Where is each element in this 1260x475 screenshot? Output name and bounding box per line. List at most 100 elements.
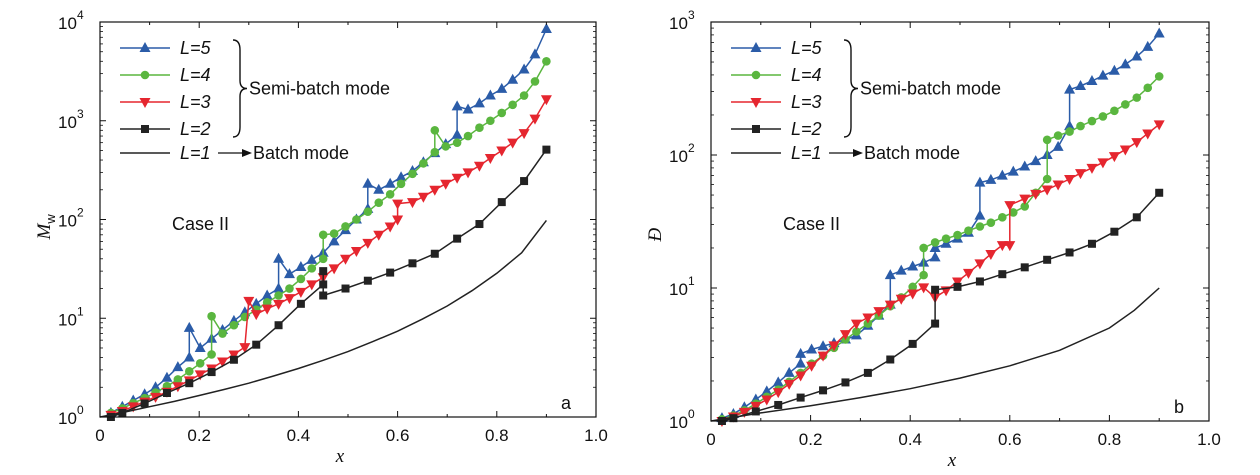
- series-L2: [717, 188, 1164, 425]
- data-point: [1008, 208, 1018, 217]
- data-point: [919, 270, 928, 280]
- data-point: [183, 321, 195, 332]
- data-point: [507, 73, 519, 84]
- data-point: [795, 347, 807, 358]
- data-point: [1019, 160, 1031, 171]
- data-point: [1030, 155, 1042, 166]
- y-tick-label: 10 2: [58, 206, 84, 231]
- x-tick-label: 1.0: [584, 426, 608, 445]
- data-point: [520, 177, 529, 186]
- y-tick-label: 10 3: [669, 8, 695, 33]
- data-point: [839, 330, 851, 341]
- data-point: [1087, 239, 1096, 248]
- data-point: [985, 173, 997, 184]
- y-tick-label: 10 3: [58, 107, 84, 132]
- legend-entry-L5: L=5: [120, 38, 212, 58]
- legend-marker: [752, 125, 760, 133]
- data-point: [817, 340, 829, 351]
- data-point: [1086, 163, 1098, 174]
- legend-entry-L1: L=1: [731, 143, 822, 163]
- batch-arrow-head: [242, 149, 252, 157]
- data-point: [1065, 248, 1074, 257]
- legend-label: L=1: [791, 143, 822, 163]
- data-point: [918, 283, 930, 294]
- data-point: [207, 311, 216, 321]
- legend-entry-L4: L=4: [120, 65, 211, 85]
- data-point: [396, 179, 406, 189]
- data-point: [931, 319, 940, 328]
- data-point: [229, 355, 238, 364]
- data-point: [453, 234, 462, 243]
- y-tick-base: 10: [58, 409, 77, 428]
- data-point: [1053, 131, 1063, 140]
- panel-label: b: [1174, 397, 1184, 417]
- data-point: [496, 82, 508, 93]
- data-point: [161, 371, 173, 382]
- data-point: [250, 297, 262, 308]
- data-point: [217, 357, 229, 368]
- data-point: [1153, 27, 1165, 38]
- data-point: [207, 350, 216, 359]
- data-point: [953, 282, 962, 291]
- data-point: [1132, 93, 1142, 102]
- data-point: [484, 89, 496, 100]
- data-point: [373, 230, 385, 241]
- data-point: [408, 169, 417, 179]
- y-tick-label: 10 0: [669, 407, 695, 432]
- data-point: [430, 249, 439, 258]
- data-point: [363, 276, 372, 285]
- data-point: [363, 207, 373, 216]
- data-point: [985, 250, 997, 261]
- semi-batch-label: Semi-batch mode: [860, 79, 1001, 99]
- data-point: [774, 400, 783, 409]
- data-point: [886, 355, 895, 364]
- y-tick-label: 10 2: [669, 141, 695, 166]
- data-point: [295, 287, 307, 298]
- data-point: [1153, 120, 1165, 131]
- data-point: [996, 169, 1008, 180]
- x-tick-label: 0.6: [998, 430, 1022, 449]
- data-point: [1042, 135, 1052, 145]
- data-point: [1030, 189, 1042, 200]
- data-point: [863, 368, 872, 377]
- data-point: [1004, 201, 1016, 212]
- legend-marker: [751, 70, 761, 80]
- case-annotation: Case II: [783, 214, 840, 234]
- data-point: [497, 198, 506, 207]
- batch-mode-label: Batch mode: [253, 143, 349, 163]
- legend-entry-L3: L=3: [120, 92, 211, 112]
- data-point: [484, 153, 496, 164]
- y-axis-label-main: Đ: [645, 228, 666, 243]
- data-point: [374, 198, 384, 207]
- data-point: [1110, 106, 1119, 116]
- data-point: [795, 357, 807, 368]
- data-point: [440, 179, 452, 190]
- data-point: [243, 296, 255, 307]
- y-tick-base: 10: [669, 413, 688, 432]
- y-tick-exp: 2: [688, 141, 695, 155]
- data-point: [508, 100, 517, 110]
- series-line-L4: [110, 60, 548, 414]
- data-point: [850, 319, 862, 330]
- x-tick-label: 0.2: [799, 430, 823, 449]
- legend-label: L=3: [791, 92, 822, 112]
- data-point: [306, 280, 318, 291]
- data-point: [998, 213, 1007, 222]
- data-point: [452, 138, 462, 147]
- data-point: [473, 97, 485, 108]
- y-tick-exp: 3: [77, 107, 84, 121]
- data-point: [261, 289, 273, 300]
- data-point: [772, 388, 784, 399]
- data-point: [462, 168, 474, 179]
- data-point: [1064, 175, 1076, 186]
- data-point: [1041, 185, 1053, 196]
- y-tick-base: 10: [669, 147, 688, 166]
- data-point: [895, 264, 907, 275]
- legend-entry-L1: L=1: [120, 143, 211, 163]
- legend-marker: [139, 42, 151, 52]
- data-point: [228, 350, 240, 361]
- data-point: [207, 368, 216, 377]
- data-point: [884, 300, 896, 311]
- data-point: [430, 147, 440, 157]
